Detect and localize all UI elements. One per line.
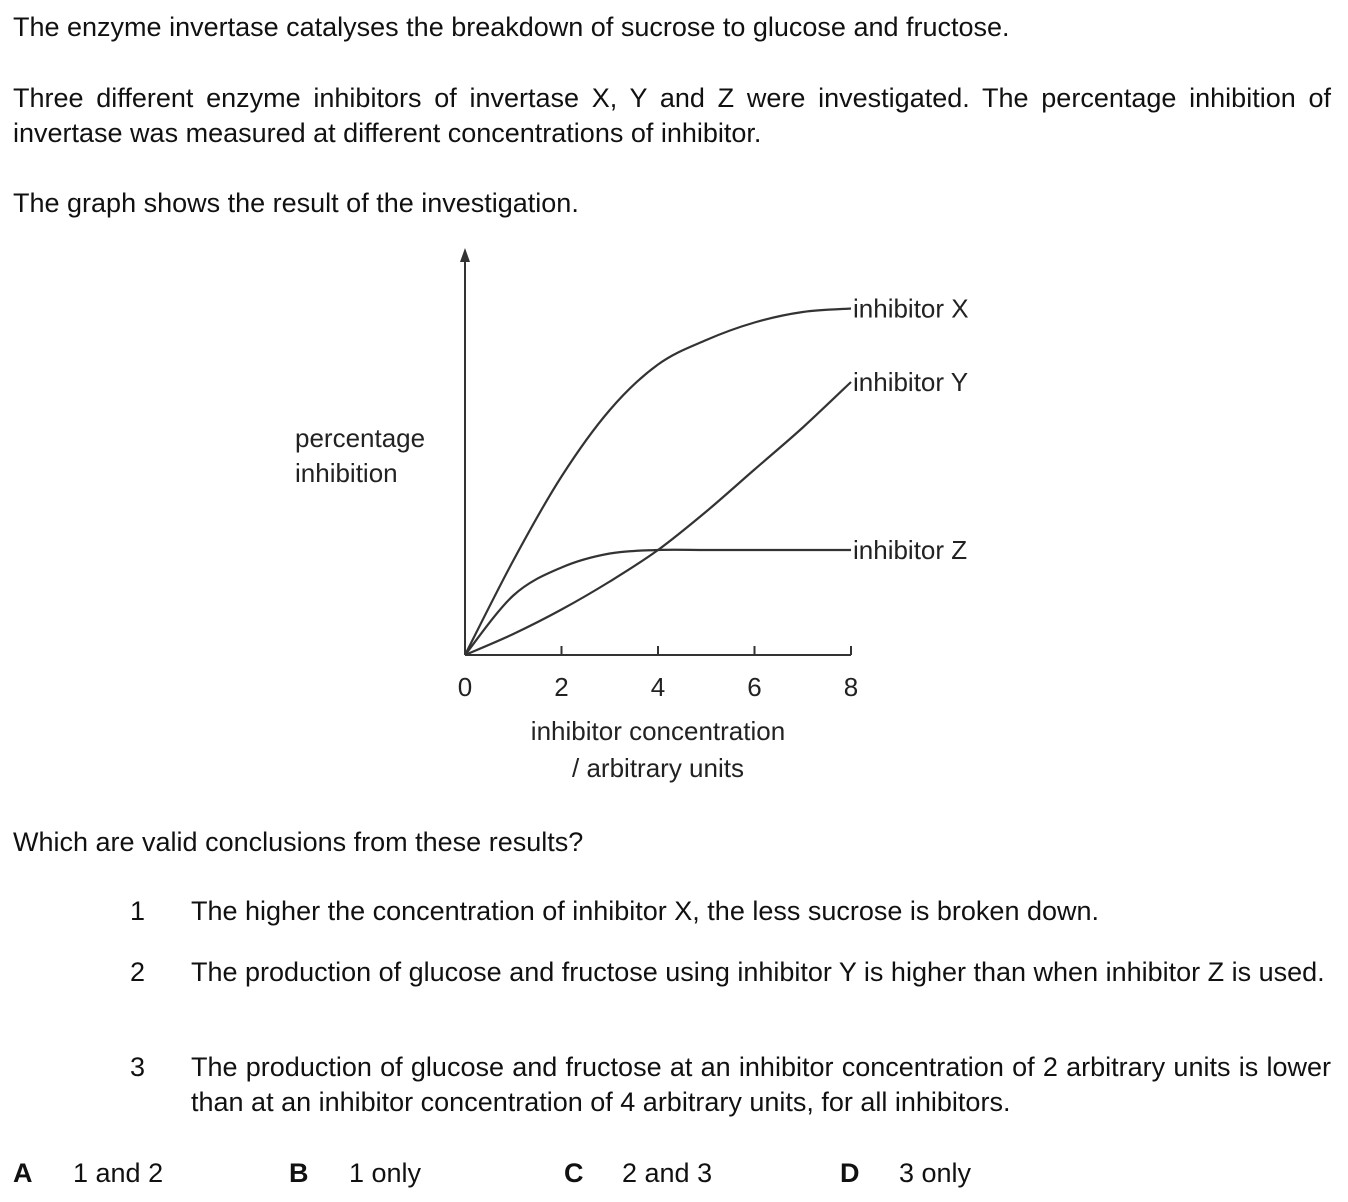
x-tick-label-8: 8	[844, 672, 858, 702]
statement-3-number: 3	[130, 1052, 146, 1082]
option-a-letter[interactable]: A	[13, 1158, 33, 1188]
option-c-text[interactable]: 2 and 3	[622, 1158, 713, 1188]
inhibitor-z-label: inhibitor Z	[853, 535, 967, 565]
option-b-text[interactable]: 1 only	[349, 1158, 422, 1188]
statement-2-number: 2	[130, 957, 146, 987]
inhibitor-y-line	[464, 381, 852, 657]
option-d-letter[interactable]: D	[840, 1158, 860, 1188]
statement-1-number: 1	[130, 896, 146, 926]
intro-paragraph: Three different enzyme inhibitors of inv…	[13, 83, 1331, 148]
y-axis-label-line2: inhibition	[295, 458, 398, 488]
option-a-text[interactable]: 1 and 2	[73, 1158, 164, 1188]
graph-intro: The graph shows the result of the invest…	[13, 188, 579, 218]
x-axis-label-line1: inhibitor concentration	[531, 716, 785, 746]
statement-2-text: The production of glucose and fructose u…	[191, 957, 1325, 987]
option-d-text[interactable]: 3 only	[899, 1158, 972, 1188]
x-tick-label-2: 2	[554, 672, 568, 702]
x-tick-label-0: 0	[458, 672, 472, 702]
x-axis-label-line2: / arbitrary units	[572, 753, 744, 783]
series-lines: inhibitor X inhibitor Y inhibitor Z	[464, 294, 969, 657]
option-b-letter[interactable]: B	[289, 1158, 309, 1188]
option-c-letter[interactable]: C	[564, 1158, 584, 1188]
statement-3-text: The production of glucose and fructose a…	[191, 1052, 1331, 1117]
intro-sentence: The enzyme invertase catalyses the break…	[13, 12, 1010, 42]
statement-1-text: The higher the concentration of inhibito…	[191, 896, 1100, 926]
question-text: Which are valid conclusions from these r…	[13, 827, 584, 857]
y-axis-label-line1: percentage	[295, 423, 425, 453]
x-tick-label-6: 6	[747, 672, 761, 702]
inhibitor-y-label: inhibitor Y	[853, 367, 968, 397]
x-ticks: 0 2 4 6 8	[458, 646, 858, 702]
x-tick-label-4: 4	[651, 672, 665, 702]
inhibitor-z-line	[464, 548, 851, 656]
inhibitor-x-label: inhibitor X	[853, 294, 969, 324]
inhibitor-x-line	[464, 307, 852, 656]
